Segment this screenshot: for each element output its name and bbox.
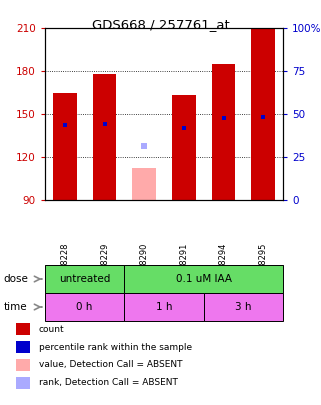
Text: GSM18291: GSM18291 (179, 242, 188, 288)
Text: dose: dose (3, 274, 28, 284)
Text: GSM18229: GSM18229 (100, 242, 109, 288)
Bar (45, 293, 124, 321)
Text: GSM18228: GSM18228 (60, 242, 69, 288)
Text: GSM18290: GSM18290 (140, 242, 149, 288)
Text: GSM18295: GSM18295 (259, 242, 268, 288)
Text: 3 h: 3 h (235, 302, 252, 312)
Bar (92, 74, 117, 200)
Text: 0 h: 0 h (76, 302, 93, 312)
Text: GDS668 / 257761_at: GDS668 / 257761_at (91, 18, 230, 31)
Bar (251, 28, 275, 200)
Text: rank, Detection Call = ABSENT: rank, Detection Call = ABSENT (39, 379, 178, 388)
Text: 0.1 uM IAA: 0.1 uM IAA (176, 274, 232, 284)
Bar (204, 293, 283, 321)
Text: 1 h: 1 h (156, 302, 172, 312)
Bar (124, 293, 204, 321)
Text: percentile rank within the sample: percentile rank within the sample (39, 343, 192, 352)
Text: untreated: untreated (59, 274, 110, 284)
Bar (172, 95, 196, 200)
Text: value, Detection Call = ABSENT: value, Detection Call = ABSENT (39, 360, 182, 369)
Text: time: time (3, 302, 27, 312)
Bar (53, 92, 77, 200)
Bar (132, 168, 156, 200)
Bar (124, 265, 283, 293)
Bar (212, 64, 235, 200)
Text: count: count (39, 324, 64, 333)
Text: GSM18294: GSM18294 (219, 242, 228, 288)
Bar (45, 265, 124, 293)
